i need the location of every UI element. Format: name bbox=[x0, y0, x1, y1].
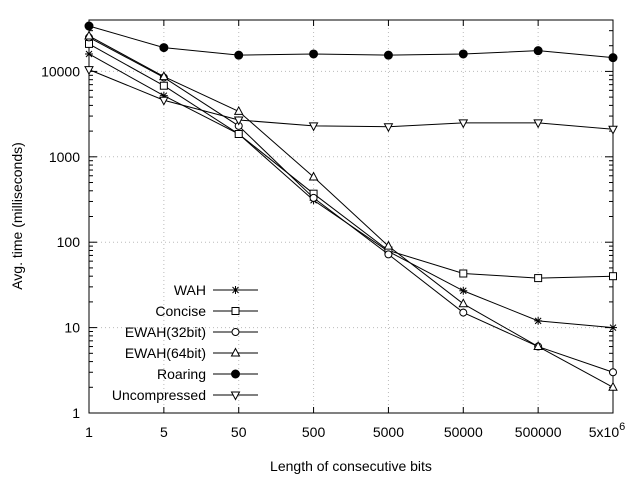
data-point-uncompressed bbox=[308, 122, 319, 132]
data-point-wah bbox=[534, 316, 543, 325]
legend: WAH Concise EWAH(32bit) EWAH(64bit) Roaring U… bbox=[112, 282, 258, 403]
data-point-roaring bbox=[309, 49, 319, 59]
legend-label: WAH bbox=[174, 282, 206, 298]
legend-label: Roaring bbox=[157, 366, 206, 382]
series-line-wah bbox=[88, 53, 614, 329]
legend-marker bbox=[231, 307, 240, 315]
x-tick-label: 5000 bbox=[373, 424, 404, 440]
data-point-roaring bbox=[84, 21, 94, 31]
axis-ticks: 1 5 50 500 5000 50000 500000 5x106 1 10 100 1000 100… bbox=[41, 19, 625, 440]
data-point-ewah-64bit bbox=[383, 240, 394, 250]
series-uncompressed bbox=[84, 66, 618, 135]
data-point-uncompressed bbox=[233, 116, 244, 126]
legend-marker bbox=[231, 369, 240, 379]
series-line-concise bbox=[88, 43, 614, 279]
x-tick-label: 50 bbox=[231, 424, 247, 440]
data-point-wah bbox=[609, 323, 617, 332]
data-point-wah bbox=[459, 286, 468, 295]
x-tick-label: 5x106 bbox=[589, 421, 625, 440]
y-tick-label: 10000 bbox=[41, 63, 80, 79]
data-point-concise bbox=[459, 269, 468, 278]
series-line-ewah-64bit bbox=[88, 35, 614, 388]
data-point-uncompressed bbox=[608, 125, 618, 135]
data-point-concise bbox=[609, 272, 617, 281]
legend-item-wah: WAH bbox=[174, 282, 258, 298]
series-line-uncompressed bbox=[88, 69, 614, 130]
data-point-ewah-64bit bbox=[458, 298, 469, 308]
legend-item-ewah-64bit: EWAH(64bit) bbox=[125, 345, 258, 361]
data-point-roaring bbox=[458, 49, 468, 59]
legend-label: EWAH(32bit) bbox=[125, 324, 206, 340]
series-line-ewah-32bit bbox=[88, 36, 614, 373]
data-point-concise bbox=[234, 129, 243, 138]
y-tick-label: 1 bbox=[72, 405, 80, 421]
data-point-concise bbox=[159, 81, 168, 90]
y-tick-label: 1000 bbox=[49, 149, 80, 165]
data-point-concise bbox=[534, 274, 543, 283]
series-line-roaring bbox=[88, 25, 614, 59]
y-axis-title: Avg. time (milliseconds) bbox=[9, 142, 25, 290]
data-point-roaring bbox=[234, 50, 244, 60]
data-point-roaring bbox=[159, 43, 169, 53]
data-point-roaring bbox=[383, 50, 393, 60]
y-tick-label: 10 bbox=[64, 320, 80, 336]
data-point-roaring bbox=[533, 46, 543, 56]
legend-marker bbox=[231, 328, 240, 336]
series-ewah-64bit bbox=[84, 30, 618, 391]
legend-marker bbox=[230, 347, 241, 357]
legend-label: EWAH(64bit) bbox=[125, 345, 206, 361]
legend-label: Concise bbox=[155, 303, 206, 319]
data-point-ewah-32bit bbox=[459, 308, 468, 317]
data-point-concise bbox=[85, 39, 93, 48]
legend-item-uncompressed: Uncompressed bbox=[112, 387, 258, 403]
data-point-roaring bbox=[608, 53, 618, 63]
data-point-wah bbox=[85, 49, 93, 58]
data-point-ewah-64bit bbox=[308, 171, 319, 181]
x-tick-label: 500000 bbox=[515, 424, 562, 440]
grid bbox=[89, 20, 613, 413]
legend-marker bbox=[231, 286, 240, 294]
data-point-ewah-64bit bbox=[233, 105, 244, 115]
x-tick-label: 500 bbox=[302, 424, 326, 440]
data-point-ewah-64bit bbox=[159, 71, 169, 81]
x-tick-label: 50000 bbox=[444, 424, 483, 440]
data-point-uncompressed bbox=[159, 96, 169, 106]
legend-item-concise: Concise bbox=[155, 303, 258, 319]
data-point-ewah-64bit bbox=[84, 30, 94, 40]
data-point-ewah-32bit bbox=[309, 193, 318, 202]
x-axis-title: Length of consecutive bits bbox=[270, 458, 432, 474]
x-tick-label: 1 bbox=[85, 424, 93, 440]
x-tick-label: 5 bbox=[160, 424, 168, 440]
data-point-uncompressed bbox=[533, 119, 543, 129]
data-point-uncompressed bbox=[383, 123, 394, 133]
series-concise bbox=[85, 39, 617, 283]
legend-marker bbox=[230, 391, 241, 401]
data-point-ewah-64bit bbox=[533, 340, 543, 351]
data-point-ewah-64bit bbox=[608, 381, 618, 391]
legend-item-roaring: Roaring bbox=[157, 366, 258, 382]
data-point-uncompressed bbox=[84, 66, 94, 76]
y-tick-label: 100 bbox=[57, 234, 81, 250]
data-point-uncompressed bbox=[458, 119, 469, 129]
data-point-ewah-32bit bbox=[609, 368, 617, 377]
legend-item-ewah-32bit: EWAH(32bit) bbox=[125, 324, 258, 340]
legend-label: Uncompressed bbox=[112, 387, 206, 403]
series-roaring bbox=[84, 21, 618, 63]
series-wah bbox=[85, 49, 617, 332]
data-point-ewah-32bit bbox=[384, 250, 393, 259]
series-group bbox=[84, 21, 618, 391]
